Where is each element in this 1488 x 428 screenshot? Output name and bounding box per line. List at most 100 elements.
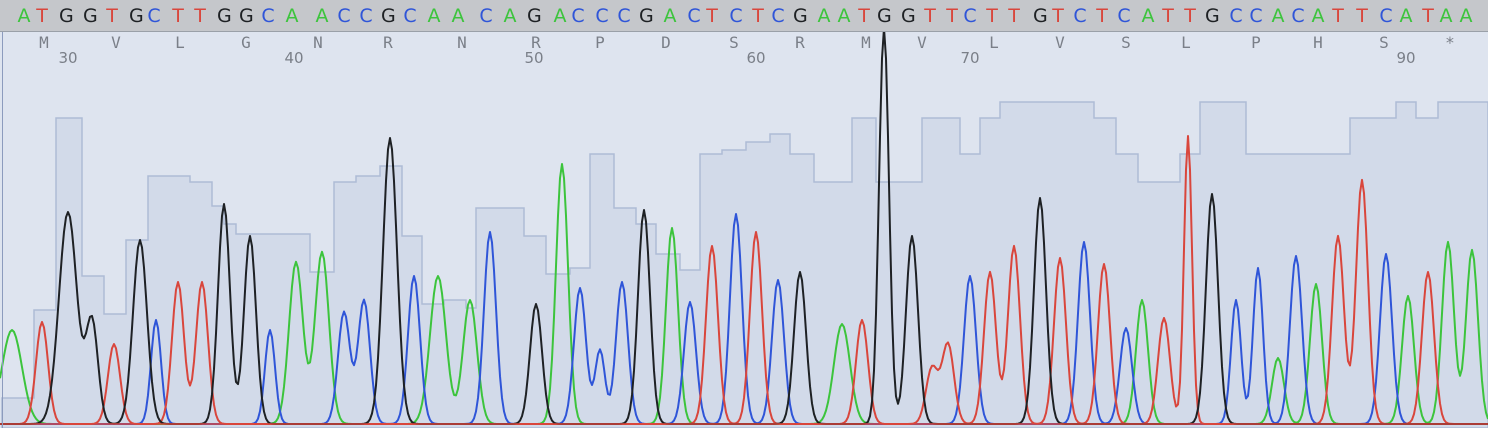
base-call-T[interactable]: T (1052, 5, 1064, 27)
base-call-T[interactable]: T (1422, 5, 1434, 27)
base-call-G[interactable]: G (217, 5, 232, 27)
amino-acid-label: V (111, 33, 121, 52)
amino-acid-label: D (661, 33, 671, 52)
base-call-G[interactable]: G (59, 5, 74, 27)
base-call-T[interactable]: T (106, 5, 118, 27)
base-call-A[interactable]: A (1399, 5, 1413, 27)
base-call-T[interactable]: T (172, 5, 184, 27)
base-call-T[interactable]: T (924, 5, 936, 27)
base-call-T[interactable]: T (36, 5, 48, 27)
amino-acid-label: L (175, 33, 185, 52)
base-call-A[interactable]: A (427, 5, 441, 27)
base-call-A[interactable]: A (1141, 5, 1155, 27)
base-call-A[interactable]: A (315, 5, 329, 27)
position-label: 30 (58, 49, 78, 67)
amino-acid-label: V (917, 33, 927, 52)
base-call-C[interactable]: C (1229, 5, 1243, 27)
plot-left-border (2, 31, 3, 428)
base-call-T[interactable]: T (986, 5, 998, 27)
amino-acid-label: P (595, 33, 605, 52)
base-call-G[interactable]: G (793, 5, 808, 27)
base-call-C[interactable]: C (617, 5, 631, 27)
base-call-T[interactable]: T (1332, 5, 1344, 27)
base-call-G[interactable]: G (1205, 5, 1220, 27)
base-call-A[interactable]: A (1459, 5, 1473, 27)
base-call-C[interactable]: C (337, 5, 351, 27)
base-call-G[interactable]: G (129, 5, 144, 27)
position-label: 70 (960, 49, 980, 67)
amino-acid-label: R (531, 33, 541, 52)
amino-acid-label: R (795, 33, 805, 52)
amino-acid-label: H (1313, 33, 1323, 52)
base-call-A[interactable]: A (503, 5, 517, 27)
base-call-C[interactable]: C (595, 5, 609, 27)
base-call-C[interactable]: C (1117, 5, 1131, 27)
base-call-A[interactable]: A (837, 5, 851, 27)
base-call-T[interactable]: T (752, 5, 764, 27)
amino-acid-label: M (39, 33, 49, 52)
base-call-C[interactable]: C (147, 5, 161, 27)
amino-acid-label: S (1379, 33, 1389, 52)
position-label: 60 (746, 49, 766, 67)
base-call-A[interactable]: A (451, 5, 465, 27)
amino-acid-label: M (861, 33, 871, 52)
base-traces (0, 27, 1488, 425)
base-call-C[interactable]: C (571, 5, 585, 27)
amino-acid-label: L (989, 33, 999, 52)
base-call-C[interactable]: C (1249, 5, 1263, 27)
base-call-C[interactable]: C (1291, 5, 1305, 27)
base-call-T[interactable]: T (1356, 5, 1368, 27)
base-call-C[interactable]: C (359, 5, 373, 27)
amino-acid-label: L (1181, 33, 1191, 52)
base-call-C[interactable]: C (771, 5, 785, 27)
base-call-C[interactable]: C (687, 5, 701, 27)
base-call-A[interactable]: A (553, 5, 567, 27)
base-call-G[interactable]: G (877, 5, 892, 27)
base-call-G[interactable]: G (639, 5, 654, 27)
base-call-G[interactable]: G (1033, 5, 1048, 27)
amino-acid-label: N (313, 33, 323, 52)
amino-acid-label: V (1055, 33, 1065, 52)
position-label: 40 (284, 49, 304, 67)
base-call-C[interactable]: C (1073, 5, 1087, 27)
base-call-T[interactable]: T (1096, 5, 1108, 27)
position-label: 50 (524, 49, 544, 67)
base-call-A[interactable]: A (1439, 5, 1453, 27)
quality-bar-outline (1, 101, 1488, 428)
base-call-T[interactable]: T (194, 5, 206, 27)
base-call-C[interactable]: C (1379, 5, 1393, 27)
base-call-A[interactable]: A (663, 5, 677, 27)
amino-acid-label: G (241, 33, 251, 52)
amino-acid-label: * (1445, 33, 1455, 52)
base-call-A[interactable]: A (1271, 5, 1285, 27)
base-call-T[interactable]: T (706, 5, 718, 27)
base-call-G[interactable]: G (239, 5, 254, 27)
amino-acid-label: N (457, 33, 467, 52)
base-call-A[interactable]: A (1311, 5, 1325, 27)
base-call-G[interactable]: G (901, 5, 916, 27)
amino-acid-label: P (1251, 33, 1261, 52)
base-call-C[interactable]: C (403, 5, 417, 27)
base-call-C[interactable]: C (963, 5, 977, 27)
amino-acid-label: S (1121, 33, 1131, 52)
base-call-T[interactable]: T (858, 5, 870, 27)
base-call-T[interactable]: T (1184, 5, 1196, 27)
base-call-A[interactable]: A (285, 5, 299, 27)
quality-bars (1, 101, 1488, 428)
base-call-C[interactable]: C (729, 5, 743, 27)
base-call-T[interactable]: T (1008, 5, 1020, 27)
base-call-A[interactable]: A (17, 5, 31, 27)
base-call-A[interactable]: A (817, 5, 831, 27)
base-call-G[interactable]: G (381, 5, 396, 27)
base-call-T[interactable]: T (946, 5, 958, 27)
base-call-G[interactable]: G (527, 5, 542, 27)
position-label: 90 (1396, 49, 1416, 67)
base-call-G[interactable]: G (83, 5, 98, 27)
base-call-C[interactable]: C (261, 5, 275, 27)
base-call-T[interactable]: T (1162, 5, 1174, 27)
amino-acid-label: R (383, 33, 393, 52)
base-call-C[interactable]: C (479, 5, 493, 27)
